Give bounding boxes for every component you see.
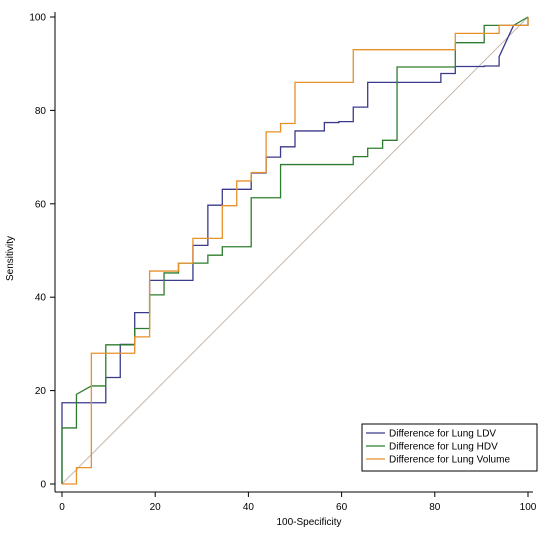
- x-tick-label: 60: [336, 502, 348, 513]
- series-line-difference-for-lung-volume: [62, 17, 529, 485]
- x-tick-label: 20: [150, 502, 162, 513]
- x-tick-label: 100: [520, 502, 537, 513]
- y-tick-label: 80: [35, 106, 47, 117]
- y-axis-label: Sensitivity: [5, 236, 16, 281]
- y-tick-label: 60: [35, 199, 47, 210]
- x-tick-label: 80: [429, 502, 441, 513]
- legend-entry: Difference for Lung Volume: [389, 455, 510, 466]
- y-tick-label: 40: [35, 293, 47, 304]
- y-tick-label: 20: [35, 386, 47, 397]
- legend-box: [361, 423, 538, 472]
- series-line-difference-for-lung-hdv: [61, 16, 529, 484]
- legend-entry: Difference for Lung HDV: [389, 442, 498, 453]
- x-axis-label: 100-Specificity: [276, 517, 341, 528]
- y-tick-label: 0: [40, 480, 46, 491]
- series-layer: [61, 16, 529, 485]
- x-tick-label: 0: [59, 502, 65, 513]
- legend-entry: Difference for Lung LDV: [389, 429, 496, 440]
- legend: Difference for Lung LDV Difference for Lu…: [361, 423, 538, 472]
- axes: 0 20 40 60 80 100 0 20 40 60 80 100: [29, 12, 537, 513]
- x-tick-label: 40: [243, 502, 255, 513]
- reference-diagonal-line: [61, 16, 529, 485]
- y-tick-label: 100: [29, 13, 46, 24]
